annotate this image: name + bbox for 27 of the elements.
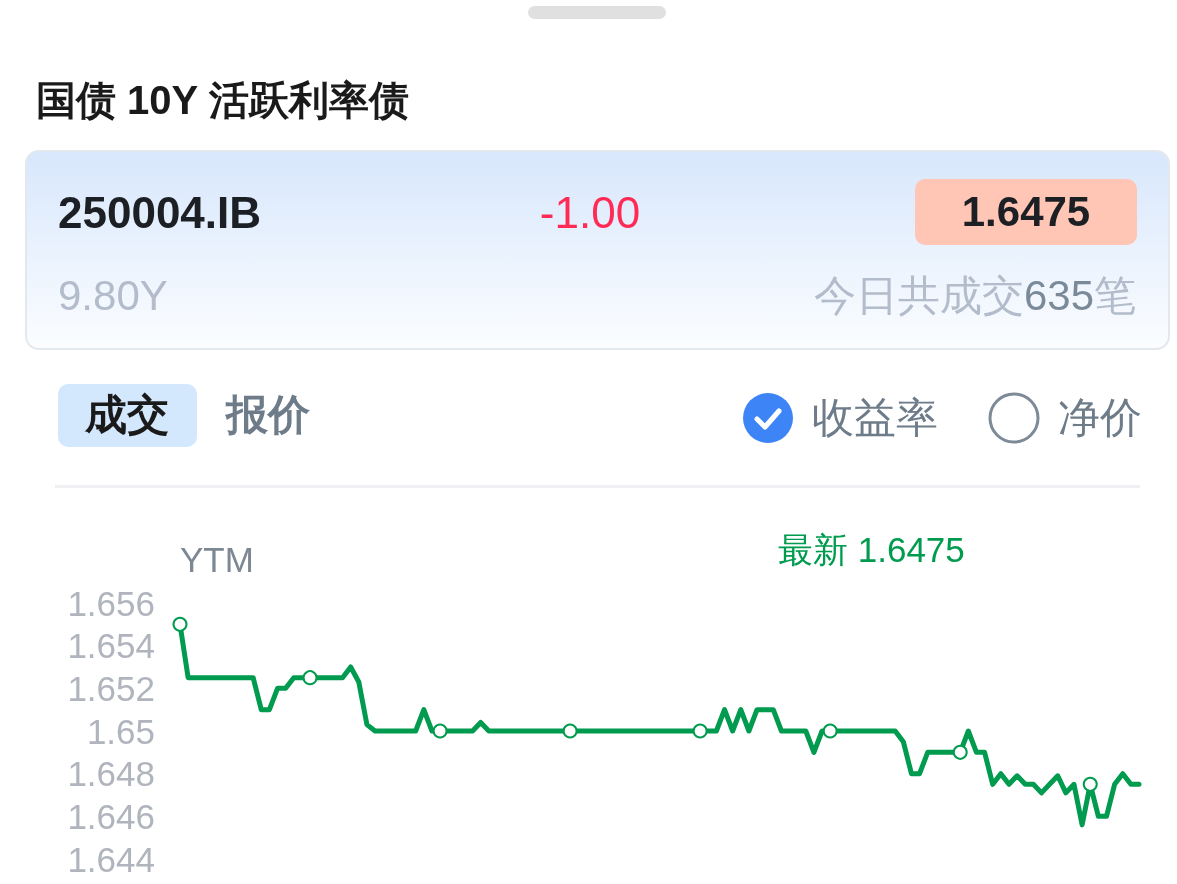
text: 报价 (226, 389, 310, 440)
y-tick-label: 1.656 (67, 583, 155, 623)
point (172, 616, 188, 632)
text: 9.80Y (58, 270, 168, 321)
text: 收益率 (812, 392, 938, 443)
chart-title: 国债 10Y 活跃利率债 (36, 77, 409, 124)
text: 今日共成交635笔 (813, 271, 1136, 319)
point (562, 723, 578, 739)
y-tick-label: 1.65 (86, 711, 155, 751)
y-tick-label: 1.646 (67, 796, 155, 836)
point (432, 723, 448, 739)
point (822, 723, 838, 739)
point (952, 744, 968, 760)
text: 成交 (85, 389, 169, 440)
y-axis-title: YTM (180, 540, 254, 579)
point (1082, 776, 1098, 792)
point (302, 670, 318, 686)
y-tick-label: 1.644 (67, 839, 155, 879)
text: 250004.IB (58, 186, 262, 239)
y-tick-label: 1.648 (67, 754, 155, 794)
text: 最新 1.6475 (778, 529, 965, 571)
text: 1.6475 (961, 186, 1091, 237)
y-tick-label: 1.652 (67, 668, 155, 708)
text: -1.00 (539, 186, 641, 239)
point (692, 723, 708, 739)
y-tick-label: 1.654 (67, 626, 155, 666)
text: 净价 (1058, 392, 1142, 443)
